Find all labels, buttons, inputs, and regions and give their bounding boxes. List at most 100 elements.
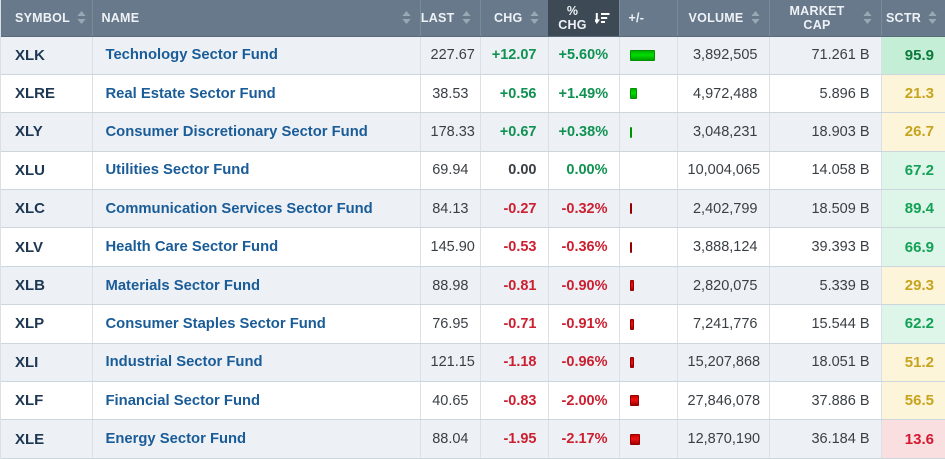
symbol-link[interactable]: XLF (15, 392, 44, 410)
chg-cell: +0.67 (479, 112, 548, 152)
symbol-link[interactable]: XLU (15, 161, 45, 179)
market-cap-cell: 36.184 B (768, 419, 881, 459)
sort-toggle-icon (401, 11, 411, 25)
change-bar-cell (618, 381, 677, 421)
sort-descending-icon (594, 12, 610, 24)
chg-cell: +0.56 (479, 74, 548, 114)
table-row-xli: XLI Industrial Sector Fund 121.15 -1.18 -0.9… (1, 343, 945, 383)
column-header-sctr[interactable]: SCTR (880, 0, 945, 37)
market-cap-cell: 14.058 B (768, 151, 881, 191)
name-link[interactable]: Consumer Staples Sector Fund (105, 315, 326, 332)
last-cell: 88.04 (419, 419, 480, 459)
change-magnitude-bar (629, 203, 632, 215)
last-cell: 121.15 (419, 343, 480, 383)
column-label-sctr: SCTR (885, 10, 921, 25)
name-link[interactable]: Communication Services Sector Fund (105, 200, 373, 217)
symbol-cell: XLU (1, 151, 92, 191)
change-magnitude-bar (629, 49, 655, 61)
symbol-link[interactable]: XLY (15, 123, 43, 141)
sctr-cell: 89.4 (880, 189, 945, 229)
symbol-cell: XLI (1, 343, 92, 383)
column-header-volume[interactable]: VOLUME (676, 0, 769, 37)
symbol-cell: XLP (1, 304, 92, 344)
column-header-symbol[interactable]: SYMBOL (1, 0, 92, 37)
change-magnitude-bar (629, 88, 637, 100)
sctr-cell: 29.3 (880, 266, 945, 306)
symbol-link[interactable]: XLB (15, 277, 45, 295)
symbol-link[interactable]: XLK (15, 46, 45, 64)
name-link[interactable]: Financial Sector Fund (105, 392, 261, 409)
market-cap-cell: 39.393 B (768, 227, 881, 267)
sctr-cell: 21.3 (880, 74, 945, 114)
pct-chg-cell: -0.96% (547, 343, 619, 383)
name-link[interactable]: Health Care Sector Fund (105, 239, 279, 256)
symbol-link[interactable]: XLC (15, 200, 45, 218)
header-row: SYMBOL NAME LAST CHG % CHG +/- VOLUME MARKET CA… (1, 0, 945, 37)
change-magnitude-bar (629, 241, 632, 253)
name-cell: Industrial Sector Fund (91, 343, 420, 383)
column-header-name[interactable]: NAME (91, 0, 420, 37)
volume-cell: 7,241,776 (676, 304, 769, 344)
chg-cell: -1.95 (479, 419, 548, 459)
sctr-cell: 26.7 (880, 112, 945, 152)
symbol-cell: XLC (1, 189, 92, 229)
column-label-pct_chg: % CHG (558, 3, 587, 32)
volume-cell: 3,888,124 (676, 227, 769, 267)
symbol-cell: XLRE (1, 74, 92, 114)
column-header-last[interactable]: LAST (419, 0, 480, 37)
change-bar-cell (618, 189, 677, 229)
change-bar-cell (618, 151, 677, 191)
pct-chg-cell: 0.00% (547, 151, 619, 191)
column-label-symbol: SYMBOL (15, 10, 70, 25)
symbol-link[interactable]: XLI (15, 353, 39, 371)
change-magnitude-bar (629, 126, 632, 138)
column-header-chg[interactable]: CHG (479, 0, 548, 37)
name-link[interactable]: Technology Sector Fund (105, 47, 278, 64)
sort-toggle-icon (77, 11, 86, 25)
name-link[interactable]: Energy Sector Fund (105, 431, 247, 448)
change-bar-cell (618, 36, 677, 75)
symbol-link[interactable]: XLE (15, 430, 45, 448)
table-row-xlv: XLV Health Care Sector Fund 145.90 -0.53 -0.… (1, 227, 945, 267)
chg-cell: -0.71 (479, 304, 548, 344)
name-link[interactable]: Industrial Sector Fund (105, 354, 263, 371)
sctr-cell: 95.9 (880, 36, 945, 75)
column-label-last: LAST (420, 10, 455, 25)
sort-toggle-icon (750, 11, 760, 25)
market-cap-cell: 37.886 B (768, 381, 881, 421)
table-row-xlre: XLRE Real Estate Sector Fund 38.53 +0.56 +1.… (1, 74, 945, 114)
volume-cell: 12,870,190 (676, 419, 769, 459)
sort-toggle-icon (928, 11, 937, 25)
change-magnitude-bar (629, 280, 634, 292)
symbol-link[interactable]: XLRE (15, 85, 56, 103)
name-cell: Real Estate Sector Fund (91, 74, 420, 114)
table-row-xlf: XLF Financial Sector Fund 40.65 -0.83 -2.00%… (1, 381, 945, 421)
sctr-cell: 67.2 (880, 151, 945, 191)
name-link[interactable]: Utilities Sector Fund (105, 162, 250, 179)
volume-cell: 2,820,075 (676, 266, 769, 306)
name-cell: Energy Sector Fund (91, 419, 420, 459)
pct-chg-cell: +1.49% (547, 74, 619, 114)
pct-chg-cell: -2.17% (547, 419, 619, 459)
pct-chg-cell: +5.60% (547, 36, 619, 75)
pct-chg-cell: -2.00% (547, 381, 619, 421)
name-link[interactable]: Real Estate Sector Fund (105, 85, 276, 102)
change-magnitude-bar (629, 318, 634, 330)
name-link[interactable]: Materials Sector Fund (105, 277, 261, 294)
chg-cell: -0.53 (479, 227, 548, 267)
symbol-link[interactable]: XLP (15, 315, 45, 333)
column-header-pct_chg[interactable]: % CHG (547, 0, 619, 37)
sort-toggle-icon (529, 11, 539, 25)
column-label-bar: +/- (628, 10, 645, 25)
name-cell: Technology Sector Fund (91, 36, 420, 75)
symbol-cell: XLK (1, 36, 92, 75)
market-cap-cell: 18.509 B (768, 189, 881, 229)
table-row-xlu: XLU Utilities Sector Fund 69.94 0.00 0.00% 10… (1, 151, 945, 191)
symbol-link[interactable]: XLV (15, 238, 44, 256)
change-bar-cell (618, 74, 677, 114)
volume-cell: 3,892,505 (676, 36, 769, 75)
column-header-market_cap[interactable]: MARKET CAP (768, 0, 881, 37)
table-row-xlb: XLB Materials Sector Fund 88.98 -0.81 -0.90%… (1, 266, 945, 306)
name-link[interactable]: Consumer Discretionary Sector Fund (105, 123, 368, 140)
